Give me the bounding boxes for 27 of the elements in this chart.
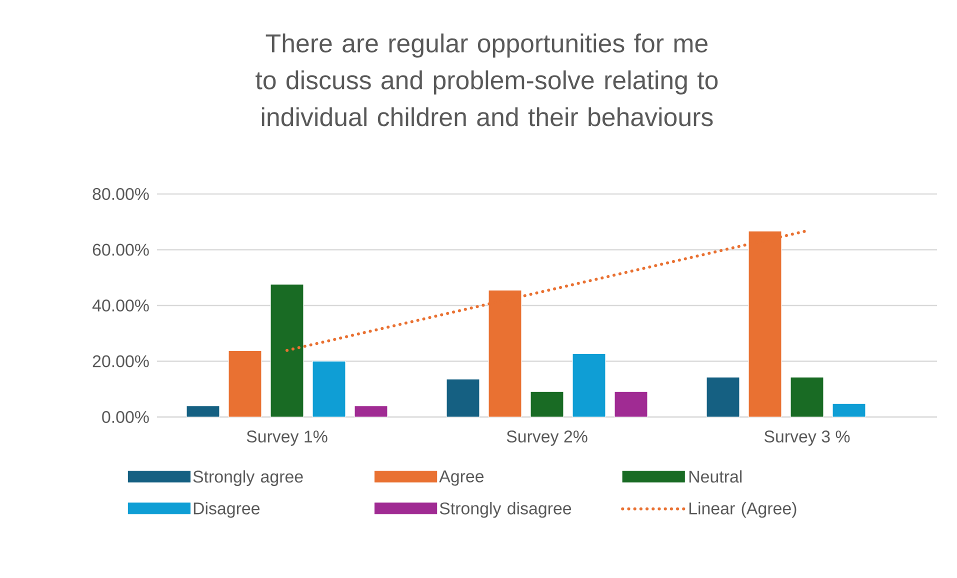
bar <box>572 353 606 418</box>
legend-label: Strongly agree <box>193 470 303 486</box>
x-tick-label: Survey 1% <box>246 430 328 446</box>
y-tick-label: 80.00% <box>92 188 149 200</box>
y-tick-label: 0.00% <box>102 411 149 423</box>
chart-title: There are regular opportunities for me to discuss and problem-solve relating to individual children and their behaviours <box>256 34 718 126</box>
bar <box>186 406 220 418</box>
bar <box>706 376 740 418</box>
bar <box>832 403 866 418</box>
legend-label: Neutral <box>689 470 742 483</box>
bar <box>530 391 564 418</box>
legend-label: Disagree <box>194 502 260 518</box>
x-tick-label: Survey 2% <box>506 430 588 446</box>
y-tick-label: 40.00% <box>92 300 149 312</box>
x-tick-label: Survey 3 % <box>764 430 850 446</box>
legend-label: Linear (Agree) <box>689 502 796 518</box>
bar <box>354 406 388 418</box>
bar <box>790 376 824 418</box>
y-tick-label: 60.00% <box>92 244 149 256</box>
y-tick-label: 20.00% <box>92 355 149 368</box>
bar <box>228 350 262 418</box>
legend-label: Agree <box>439 470 484 486</box>
legend-label: Strongly disagree <box>440 502 572 518</box>
bar <box>270 284 304 418</box>
bar <box>614 391 648 418</box>
bar <box>312 360 346 418</box>
bar <box>446 378 480 418</box>
